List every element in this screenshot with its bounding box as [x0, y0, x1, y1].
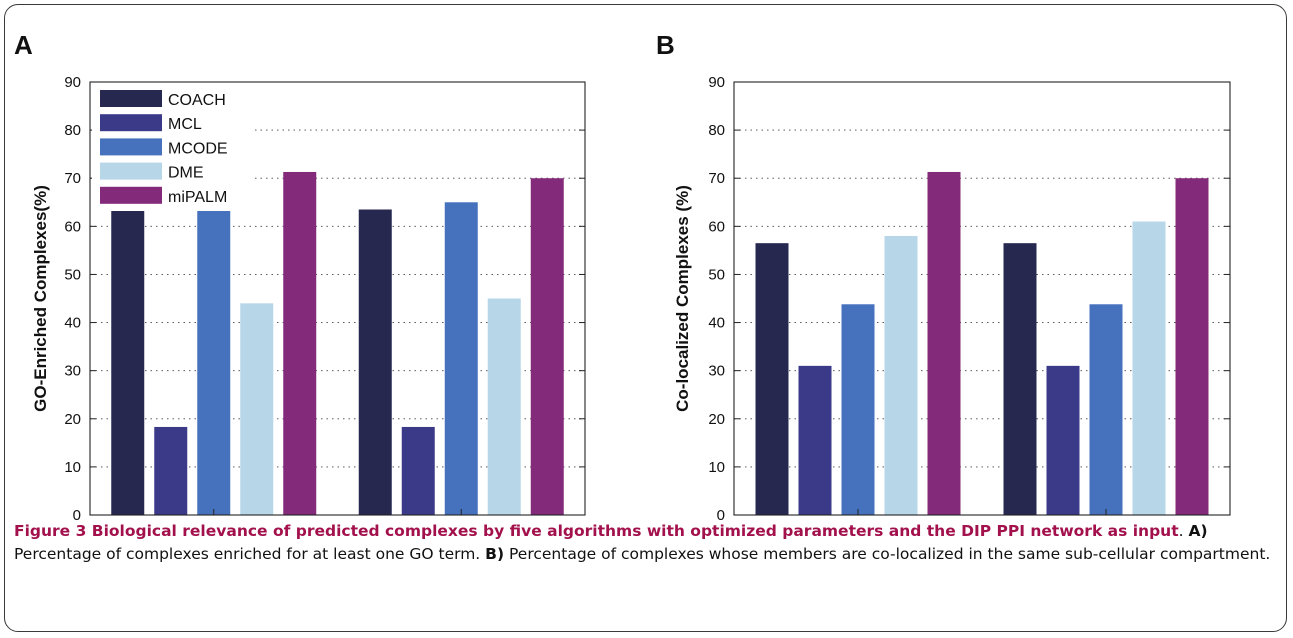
- y-tick-label: 80: [708, 122, 725, 139]
- y-tick-label: 10: [708, 459, 725, 476]
- y-tick-label: 40: [708, 315, 725, 332]
- y-axis-label: Co-localized Complexes (%): [673, 185, 692, 412]
- bar-mcl-tap07: [1046, 365, 1080, 515]
- y-tick-label: 40: [64, 315, 81, 332]
- chart-panel-b: B0102030405060708090CYC08TAP07Co-localiz…: [656, 30, 1231, 520]
- y-tick-label: 30: [708, 363, 725, 380]
- bar-mipalm-cyc08: [283, 171, 317, 515]
- y-tick-label: 10: [64, 459, 81, 476]
- bar-mipalm-tap07: [530, 178, 564, 515]
- legend-label-coach: COACH: [168, 92, 226, 109]
- chart-panel-a: A0102030405060708090CYC08TAP07GO-Enriche…: [14, 30, 586, 520]
- plot-area-border: [733, 81, 1231, 516]
- legend-swatch-mcl: [100, 114, 162, 132]
- y-tick-label: 90: [64, 74, 81, 91]
- y-tick-label: 20: [708, 411, 725, 428]
- bar-mcl-cyc08: [154, 426, 188, 515]
- bar-coach-tap07: [358, 209, 392, 515]
- figure-caption: Figure 3 Biological relevance of predict…: [14, 520, 1279, 566]
- legend-swatch-mipalm: [100, 186, 162, 204]
- y-tick-label: 50: [708, 266, 725, 283]
- y-tick-label: 30: [64, 363, 81, 380]
- bar-dme-cyc08: [884, 235, 918, 515]
- figure-title: Figure 3 Biological relevance of predict…: [14, 522, 1179, 540]
- caption-part-a-label: A): [1188, 522, 1208, 540]
- bar-mcode-cyc08: [841, 304, 875, 515]
- y-tick-label: 0: [717, 507, 725, 520]
- y-axis-label: GO-Enriched Complexes(%): [31, 185, 50, 412]
- legend-swatch-dme: [100, 162, 162, 180]
- legend-label-dme: DME: [168, 165, 204, 182]
- y-tick-label: 70: [708, 170, 725, 187]
- y-tick-label: 60: [64, 218, 81, 235]
- legend-label-mipalm: miPALM: [168, 189, 227, 206]
- panel-label: A: [14, 30, 33, 60]
- y-tick-label: 0: [73, 507, 81, 520]
- caption-part-b-label: B): [485, 545, 505, 563]
- caption-part-b-text: Percentage of complexes whose members ar…: [504, 545, 1271, 563]
- legend-label-mcode: MCODE: [168, 140, 228, 157]
- legend-swatch-mcode: [100, 138, 162, 156]
- bar-mipalm-cyc08: [927, 171, 961, 515]
- bar-dme-cyc08: [240, 303, 274, 515]
- figure-title-period: .: [1178, 522, 1184, 540]
- bar-coach-tap07: [1003, 243, 1037, 515]
- bar-mcl-tap07: [401, 426, 435, 515]
- bar-mipalm-tap07: [1175, 178, 1209, 515]
- y-tick-label: 80: [64, 122, 81, 139]
- bar-mcode-tap07: [1089, 304, 1123, 515]
- bar-dme-tap07: [487, 298, 521, 515]
- legend-label-mcl: MCL: [168, 116, 202, 133]
- bar-mcode-cyc08: [197, 202, 231, 515]
- y-tick-label: 60: [708, 218, 725, 235]
- y-tick-label: 70: [64, 170, 81, 187]
- y-tick-label: 50: [64, 266, 81, 283]
- panel-label: B: [656, 30, 675, 60]
- bar-coach-cyc08: [755, 243, 789, 515]
- bar-mcode-tap07: [444, 202, 478, 515]
- figure-charts: A0102030405060708090CYC08TAP07GO-Enriche…: [14, 30, 1231, 520]
- bar-mcl-cyc08: [798, 365, 832, 515]
- plot-area-border: [89, 81, 586, 516]
- bar-dme-tap07: [1132, 221, 1166, 515]
- y-tick-label: 90: [708, 74, 725, 91]
- legend-swatch-coach: [100, 90, 162, 107]
- y-tick-label: 20: [64, 411, 81, 428]
- caption-part-a-text: Percentage of complexes enriched for at …: [14, 545, 486, 563]
- bar-coach-cyc08: [111, 209, 145, 515]
